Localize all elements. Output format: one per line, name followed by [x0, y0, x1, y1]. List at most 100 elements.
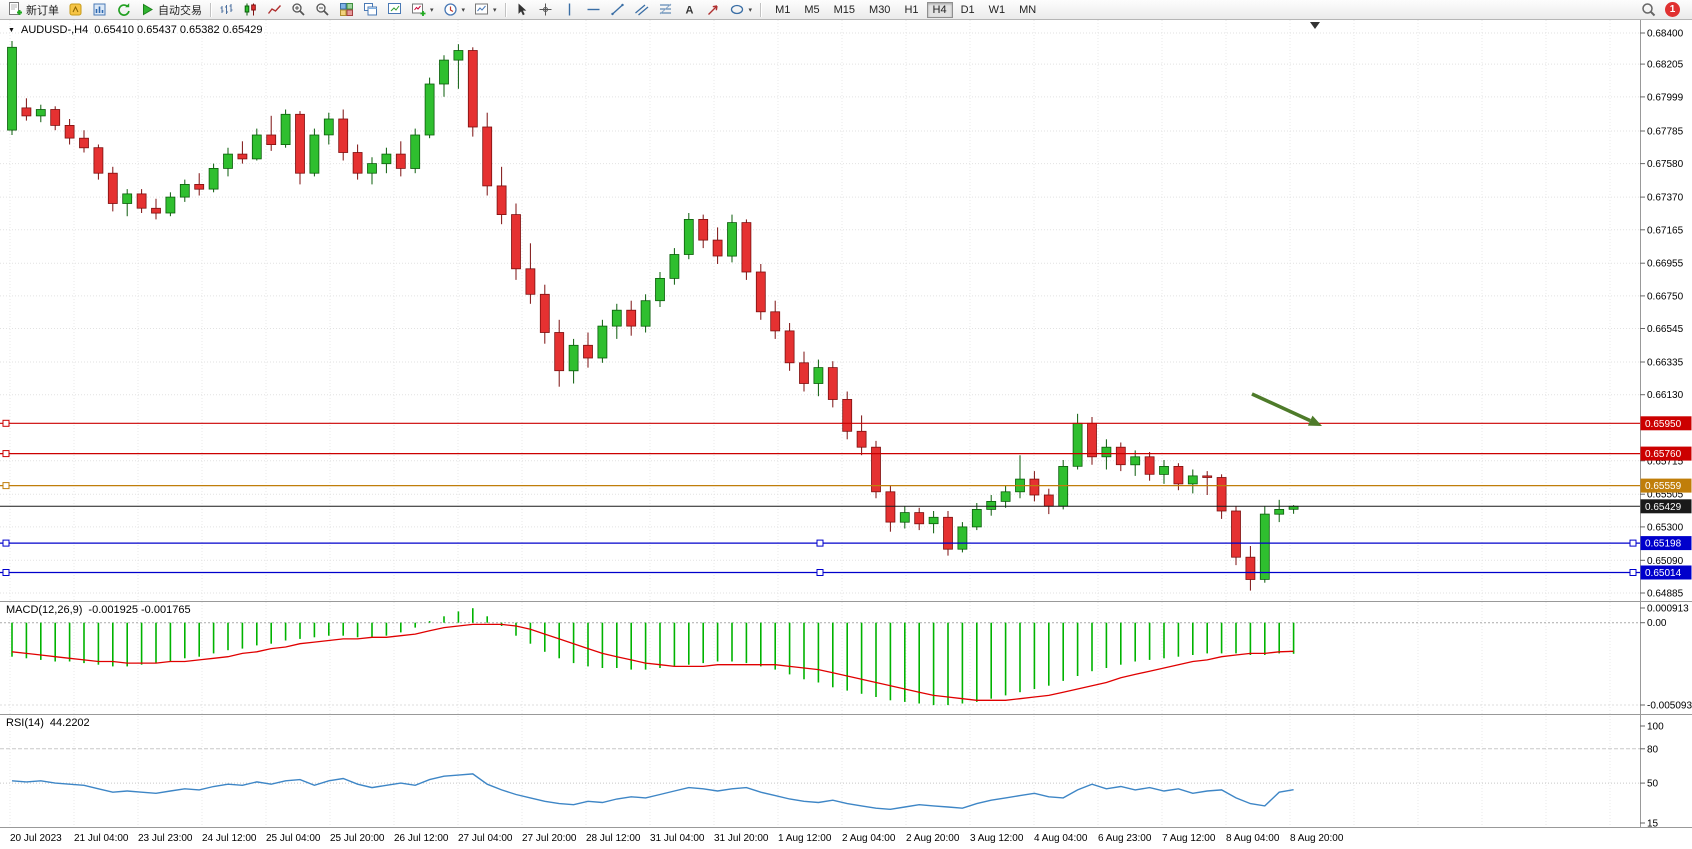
candle [1058, 460, 1069, 510]
tile-windows-button[interactable] [335, 1, 358, 19]
refresh-button[interactable] [112, 1, 135, 19]
price-badge: 0.65429 [1640, 499, 1692, 514]
new-chart-icon [412, 3, 426, 16]
candle [971, 503, 982, 531]
line-handle[interactable] [2, 419, 10, 427]
macd-title: MACD(12,26,9) [6, 604, 83, 616]
timeframe-H1-button[interactable]: H1 [904, 3, 919, 16]
zoom-in-button[interactable] [287, 1, 310, 19]
macd-scale[interactable]: 0.000913 0.00 -0.005093 [1640, 604, 1692, 712]
horizontal-line-tool-button[interactable] [582, 1, 605, 19]
candle [266, 115, 277, 151]
shapes-tool-button[interactable]: ▾ [726, 1, 757, 19]
channel-icon [634, 4, 648, 16]
line-handle[interactable] [2, 450, 10, 458]
time-axis[interactable]: 20 Jul 2023 21 Jul 04:00 23 Jul 23:00 24 Ju… [10, 833, 1344, 844]
svg-text:0.67165: 0.67165 [1647, 225, 1684, 236]
candle [280, 109, 291, 148]
candles-layer [7, 41, 1299, 591]
macd-signal-line [11, 623, 1294, 701]
line-handle[interactable] [2, 539, 10, 547]
line-chart-button[interactable] [263, 1, 286, 19]
templates-button[interactable]: ▾ [470, 1, 501, 19]
candlestick-chart-button[interactable] [239, 1, 262, 19]
bar-chart-icon [220, 4, 233, 14]
autotrading-button[interactable]: 自动交易 [136, 1, 206, 19]
cursor-tool-button[interactable] [510, 1, 533, 19]
line-chart-icon [267, 5, 282, 14]
panel-borders [0, 20, 1692, 828]
line-handle[interactable] [816, 569, 824, 576]
svg-text:0.67370: 0.67370 [1647, 193, 1684, 204]
timeframe-M30-button[interactable]: M30 [869, 3, 891, 16]
price-badge: 0.65559 [1640, 478, 1692, 493]
search-icon[interactable] [1641, 2, 1656, 17]
line-handle[interactable] [2, 482, 10, 490]
svg-text:0.66545: 0.66545 [1647, 324, 1684, 335]
new-order-icon [9, 2, 22, 15]
chart-menu-arrow-icon[interactable]: ▼ [8, 27, 15, 34]
crosshair-tool-button[interactable] [534, 1, 557, 19]
candle [655, 272, 665, 307]
periods-button[interactable]: ▾ [439, 1, 470, 19]
timeframe-M1-button[interactable]: M1 [775, 3, 791, 16]
price-scale[interactable]: 0.68400 0.68205 0.67999 0.67785 0.67580 0.673… [1640, 29, 1692, 600]
candle [338, 109, 349, 161]
arrange-windows-button[interactable] [383, 1, 406, 19]
candle [640, 294, 651, 333]
trendline-icon [610, 3, 624, 16]
market-watch-button[interactable] [88, 1, 111, 19]
candle [496, 166, 507, 225]
timeframe-D1-button[interactable]: D1 [960, 3, 975, 16]
rsi-scale[interactable]: 100 80 50 15 [1640, 722, 1664, 830]
candle [583, 332, 593, 368]
trend-arrow-icon[interactable] [1251, 392, 1322, 426]
line-handle[interactable] [1629, 539, 1637, 547]
candle [827, 361, 838, 408]
timeframe-M5-button[interactable]: M5 [804, 3, 820, 16]
fibonacci-tool-button[interactable] [654, 1, 677, 19]
candle [698, 214, 709, 249]
cursor-icon [518, 3, 526, 16]
svg-text:80: 80 [1647, 744, 1659, 755]
svg-text:0.65014: 0.65014 [1645, 568, 1682, 579]
svg-text:0.68400: 0.68400 [1647, 29, 1684, 40]
bar-chart-button[interactable] [215, 1, 238, 19]
vertical-line-tool-button[interactable] [558, 1, 581, 19]
svg-text:23 Jul 23:00: 23 Jul 23:00 [138, 833, 193, 844]
zoom-in-icon [292, 3, 305, 16]
candle [151, 198, 161, 220]
svg-text:2 Aug 20:00: 2 Aug 20:00 [906, 833, 960, 844]
timeframe-MN-button[interactable]: MN [1019, 3, 1037, 16]
channel-tool-button[interactable] [630, 1, 653, 19]
trendline-tool-button[interactable] [606, 1, 629, 19]
candle [683, 213, 694, 260]
candle [871, 440, 881, 499]
svg-text:0.66955: 0.66955 [1647, 259, 1684, 270]
svg-text:27 Jul 20:00: 27 Jul 20:00 [522, 833, 577, 844]
notification-badge[interactable]: 1 [1665, 2, 1680, 17]
candle [1043, 488, 1054, 515]
candle [1029, 471, 1040, 502]
price-badge: 0.65014 [1640, 565, 1692, 580]
candle [611, 303, 622, 339]
new-order-button[interactable]: 新订单 [4, 1, 63, 19]
line-handle[interactable] [1629, 569, 1637, 576]
line-handle[interactable] [816, 539, 824, 547]
candle [21, 98, 32, 121]
candle [453, 44, 464, 89]
timeframe-W1-button[interactable]: W1 [988, 3, 1006, 16]
zoom-out-button[interactable] [311, 1, 334, 19]
arrow-tool-button[interactable] [702, 1, 725, 19]
chart-shift-marker-icon[interactable] [1310, 22, 1320, 29]
timeframe-H4-button[interactable]: H4 [926, 1, 953, 18]
new-chart-button[interactable]: ▾ [407, 1, 438, 19]
cascade-windows-button[interactable] [359, 1, 382, 19]
metaeditor-button[interactable] [64, 1, 87, 19]
line-handle[interactable] [2, 569, 10, 576]
timeframe-M15-button[interactable]: M15 [833, 3, 856, 16]
arrow-tool-icon [707, 5, 718, 15]
text-tool-button[interactable]: A [678, 1, 701, 19]
candle [1187, 469, 1198, 494]
